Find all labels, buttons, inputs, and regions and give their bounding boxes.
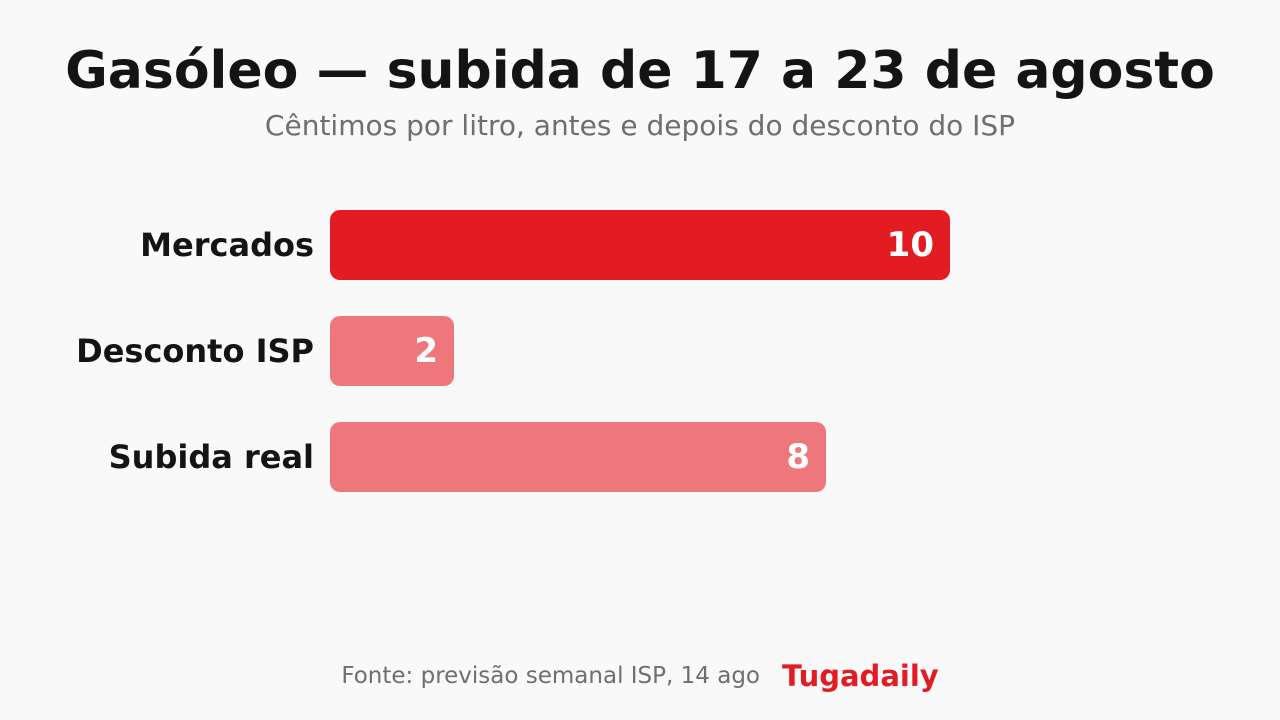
chart-subtitle: Cêntimos por litro, antes e depois do de… [264,109,1016,142]
chart-title: Gasóleo — subida de 17 a 23 de agosto [65,41,1215,101]
value-label-subida-real: 8 [786,437,810,477]
value-label-desconto-isp: 2 [414,331,438,371]
category-label-mercados: Mercados [140,226,314,264]
category-label-desconto-isp: Desconto ISP [76,332,314,370]
brand-logo: Tugadaily [781,659,939,693]
bar-subida-real [330,422,826,492]
category-label-subida-real: Subida real [109,438,314,476]
value-label-mercados: 10 [887,225,934,265]
bar-desconto-isp [330,316,454,386]
source-note: Fonte: previsão semanal ISP, 14 ago [341,663,760,689]
chart-footer: Fonte: previsão semanal ISP, 14 ago Tuga… [0,656,1280,696]
bar-mercados [330,210,950,280]
